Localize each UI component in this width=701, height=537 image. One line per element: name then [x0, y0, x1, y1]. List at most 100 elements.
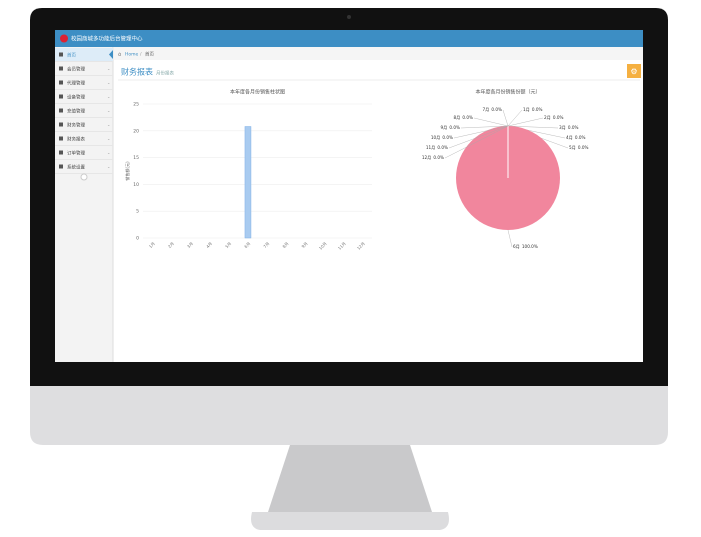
menu-item[interactable]: 首页: [67, 52, 76, 59]
slice-value: 100.0%: [522, 244, 538, 249]
slice-label: 5月 0.0%: [569, 145, 589, 151]
slice-value: 0.0%: [578, 145, 589, 150]
breadcrumb-link[interactable]: Home: [125, 52, 139, 58]
menu-chevron: ⌄: [107, 94, 110, 99]
slice-label: 9月 0.0%: [441, 125, 461, 131]
x-tick-label: 2月: [167, 241, 175, 249]
breadcrumb-current: 首页: [145, 51, 154, 58]
slice-category: 3月: [559, 125, 566, 131]
slice-value: 0.0%: [575, 135, 586, 140]
slice-category: 2月: [544, 115, 551, 121]
menu-pointer: [109, 50, 113, 59]
settings-icon: ⚙: [630, 67, 637, 76]
menu-item[interactable]: 代理管理: [67, 80, 85, 87]
monitor-stand: [268, 445, 432, 512]
x-tick-label: 11月: [337, 241, 347, 251]
leader-line: [444, 125, 509, 159]
menu-chevron: ⌄: [107, 80, 110, 85]
app-title: 校园商城多功能后台管理中心: [71, 35, 143, 43]
x-tick-label: 9月: [300, 241, 308, 249]
menu-icon: [59, 52, 63, 57]
leader-line: [507, 109, 523, 127]
monitor-base: [251, 512, 449, 530]
menu-item[interactable]: 订单管理: [67, 150, 85, 157]
menu-icon: [59, 122, 63, 127]
menu-chevron: ⌄: [107, 150, 110, 155]
sidebar: [55, 47, 113, 362]
chart-title: 本年度各月份销售柱状图: [230, 89, 285, 96]
slice-label: 2月 0.0%: [544, 115, 564, 121]
menu-chevron: ⌄: [107, 136, 110, 141]
menu-chevron: ⌄: [107, 66, 110, 71]
x-tick-label: 8月: [281, 241, 289, 249]
slice-category: 1月: [523, 107, 530, 113]
leader-line: [448, 125, 509, 149]
slice-value: 0.0%: [433, 155, 444, 160]
home-icon: ⌂: [118, 52, 121, 58]
x-tick-label: 3月: [186, 241, 194, 249]
y-tick-label: 20: [133, 128, 139, 134]
leader-line: [453, 125, 509, 139]
slice-label: 1月 0.0%: [523, 107, 543, 113]
menu-item[interactable]: 充值管理: [67, 108, 85, 115]
leader-line: [473, 117, 509, 127]
slice-label: 10月 0.0%: [431, 135, 453, 141]
x-tick-label: 4月: [205, 241, 213, 249]
slice-category: 12月: [422, 155, 432, 161]
slice-category: 10月: [431, 135, 441, 141]
monitor-chin: [30, 385, 668, 445]
leader-line: [507, 229, 513, 248]
x-tick-label: 1月: [148, 241, 156, 249]
y-axis-label: 销售额(元): [124, 161, 130, 181]
camera: [347, 15, 351, 19]
chart-title: 本年度各月份销售份额（元）: [475, 89, 540, 96]
slice-label: 8月 0.0%: [454, 115, 474, 121]
slice-category: 5月: [569, 145, 576, 151]
slice-label: 6月 100.0%: [513, 244, 538, 250]
slice-value: 0.0%: [449, 125, 460, 130]
settings-button[interactable]: [627, 64, 641, 78]
slice-value: 0.0%: [568, 125, 579, 130]
menu-item[interactable]: 系统设置: [67, 164, 85, 171]
menu-chevron: ⌄: [107, 164, 110, 169]
menu-chevron: ⌄: [107, 108, 110, 113]
slice-label: 4月 0.0%: [566, 135, 586, 141]
slice-label: 11月 0.0%: [426, 145, 448, 151]
page-subtitle: 月份报表: [156, 70, 174, 77]
leader-line: [507, 125, 559, 129]
slice-category: 9月: [441, 125, 448, 131]
slice-label: 3月 0.0%: [559, 125, 579, 131]
slice-value: 0.0%: [532, 107, 543, 112]
menu-item[interactable]: 财务管理: [67, 122, 85, 129]
slice-category: 11月: [426, 145, 436, 151]
y-tick-label: 15: [133, 155, 139, 161]
menu-icon: [59, 80, 63, 85]
x-tick-label: 7月: [262, 241, 270, 249]
slice-value: 0.0%: [462, 115, 473, 120]
slice-category: 6月: [513, 244, 520, 250]
menu-item[interactable]: 设备管理: [67, 94, 85, 101]
slice-value: 0.0%: [491, 107, 502, 112]
x-tick-label: 6月: [243, 241, 251, 249]
y-tick-label: 0: [136, 236, 139, 242]
menu-item[interactable]: 财务报表: [67, 136, 85, 143]
x-tick-label: 12月: [356, 241, 366, 251]
leader-line: [460, 125, 509, 129]
y-tick-label: 10: [133, 182, 139, 188]
collapse-button[interactable]: [80, 173, 88, 181]
leader-line: [502, 109, 509, 127]
breadcrumb-sep: /: [140, 52, 142, 58]
top-bar: [55, 30, 643, 47]
breadcrumb-bar: [114, 47, 643, 60]
menu-icon: [59, 94, 63, 99]
menu-item[interactable]: 会员管理: [67, 66, 85, 73]
menu-icon: [59, 164, 63, 169]
menu-active: [55, 48, 113, 61]
y-tick-label: 5: [136, 209, 139, 215]
menu-icon: [59, 150, 63, 155]
slice-category: 8月: [454, 115, 461, 121]
slice-category: 4月: [566, 135, 573, 141]
